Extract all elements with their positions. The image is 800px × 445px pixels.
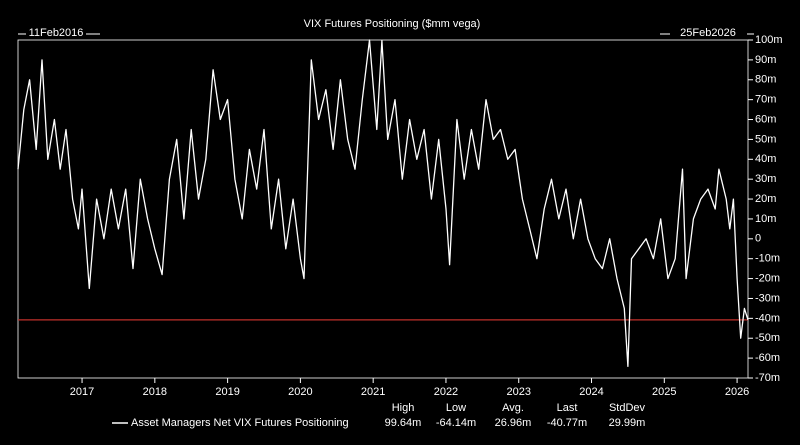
data-line [17, 39, 749, 367]
x-tick-label: 2023 [506, 386, 530, 398]
y-tick-label: -30m [755, 292, 780, 304]
y-tick-label: 40m [755, 153, 776, 165]
y-tick-label: 90m [755, 54, 776, 66]
plot-frame [17, 39, 749, 379]
stat-value: -64.14m [436, 417, 476, 429]
chart-title: VIX Futures Positioning ($mm vega) [304, 18, 481, 30]
y-tick-label: 100m [755, 34, 783, 46]
x-tick-label: 2020 [288, 386, 312, 398]
stat-name: Low [446, 402, 466, 414]
y-tick-label: -70m [755, 372, 780, 384]
end-date: 25Feb2026 [680, 27, 736, 39]
stat-value: 29.99m [609, 417, 646, 429]
stat-name: StdDev [609, 402, 646, 414]
stat-value: 99.64m [385, 417, 422, 429]
y-tick-label: 20m [755, 193, 776, 205]
x-tick-label: 2018 [143, 386, 167, 398]
x-tick-label: 2017 [70, 386, 94, 398]
y-tick-label: -10m [755, 253, 780, 265]
y-tick-label: 0 [755, 233, 761, 245]
x-tick-label: 2019 [215, 386, 239, 398]
y-tick-label: 10m [755, 213, 776, 225]
start-date: 11Feb2016 [29, 27, 84, 39]
stat-name: Avg. [502, 402, 524, 414]
y-tick-label: -50m [755, 332, 780, 344]
y-tick-label: -60m [755, 352, 780, 364]
stat-name: Last [557, 402, 578, 414]
x-tick-label: 2026 [725, 386, 749, 398]
legend-label: Asset Managers Net VIX Futures Positioni… [131, 417, 349, 429]
y-tick-label: 30m [755, 173, 776, 185]
y-tick-label: 80m [755, 74, 776, 86]
y-tick-label: 70m [755, 94, 776, 106]
y-tick-label: -40m [755, 312, 780, 324]
x-tick-label: 2022 [434, 386, 458, 398]
x-tick-label: 2021 [361, 386, 385, 398]
stat-value: 26.96m [495, 417, 532, 429]
y-tick-label: -20m [755, 272, 780, 284]
x-tick-label: 2025 [652, 386, 676, 398]
y-tick-label: 50m [755, 133, 776, 145]
stat-value: -40.77m [547, 417, 587, 429]
y-tick-label: 60m [755, 113, 776, 125]
x-tick-label: 2024 [579, 386, 603, 398]
stat-name: High [392, 402, 415, 414]
